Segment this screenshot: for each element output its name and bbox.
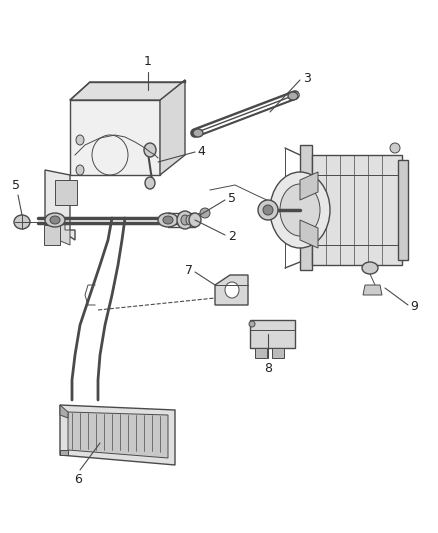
Ellipse shape (258, 200, 277, 220)
Ellipse shape (162, 216, 173, 224)
Text: 3: 3 (302, 71, 310, 85)
Ellipse shape (158, 213, 177, 227)
Ellipse shape (269, 172, 329, 248)
Ellipse shape (76, 165, 84, 175)
Polygon shape (45, 170, 75, 240)
Polygon shape (60, 405, 68, 418)
Ellipse shape (50, 216, 60, 224)
Text: 9: 9 (409, 301, 417, 313)
Polygon shape (215, 275, 247, 305)
Text: 8: 8 (263, 362, 272, 375)
Polygon shape (60, 450, 68, 455)
Ellipse shape (193, 129, 202, 137)
Bar (254, 348, 266, 358)
Ellipse shape (144, 143, 155, 157)
Ellipse shape (14, 215, 30, 229)
Polygon shape (70, 80, 184, 100)
Ellipse shape (145, 177, 155, 189)
Polygon shape (159, 80, 184, 175)
Bar (397, 160, 407, 260)
Bar (249, 320, 294, 348)
Bar (55, 180, 77, 205)
Ellipse shape (180, 215, 189, 225)
Polygon shape (299, 145, 311, 270)
Polygon shape (58, 220, 70, 245)
Ellipse shape (225, 282, 238, 298)
Ellipse shape (189, 213, 201, 227)
Text: 4: 4 (197, 144, 205, 157)
Bar (272, 348, 283, 358)
Ellipse shape (186, 215, 194, 225)
Ellipse shape (45, 213, 65, 227)
Ellipse shape (177, 211, 193, 229)
Polygon shape (60, 405, 175, 465)
Ellipse shape (287, 92, 297, 100)
Ellipse shape (200, 208, 209, 218)
Text: 5: 5 (227, 191, 236, 205)
Ellipse shape (279, 184, 319, 236)
Text: 2: 2 (227, 230, 235, 244)
Ellipse shape (361, 262, 377, 274)
Ellipse shape (248, 321, 254, 327)
Ellipse shape (262, 205, 272, 215)
Polygon shape (362, 285, 381, 295)
Ellipse shape (76, 135, 84, 145)
Polygon shape (299, 220, 317, 248)
Bar (311, 155, 401, 265)
Text: 1: 1 (144, 55, 152, 68)
Text: 7: 7 (184, 263, 193, 277)
Polygon shape (299, 172, 317, 200)
Ellipse shape (389, 143, 399, 153)
Polygon shape (70, 100, 159, 175)
Bar (44, 225, 60, 245)
Polygon shape (68, 412, 168, 458)
Text: 5: 5 (12, 179, 20, 192)
Text: 6: 6 (74, 473, 82, 486)
